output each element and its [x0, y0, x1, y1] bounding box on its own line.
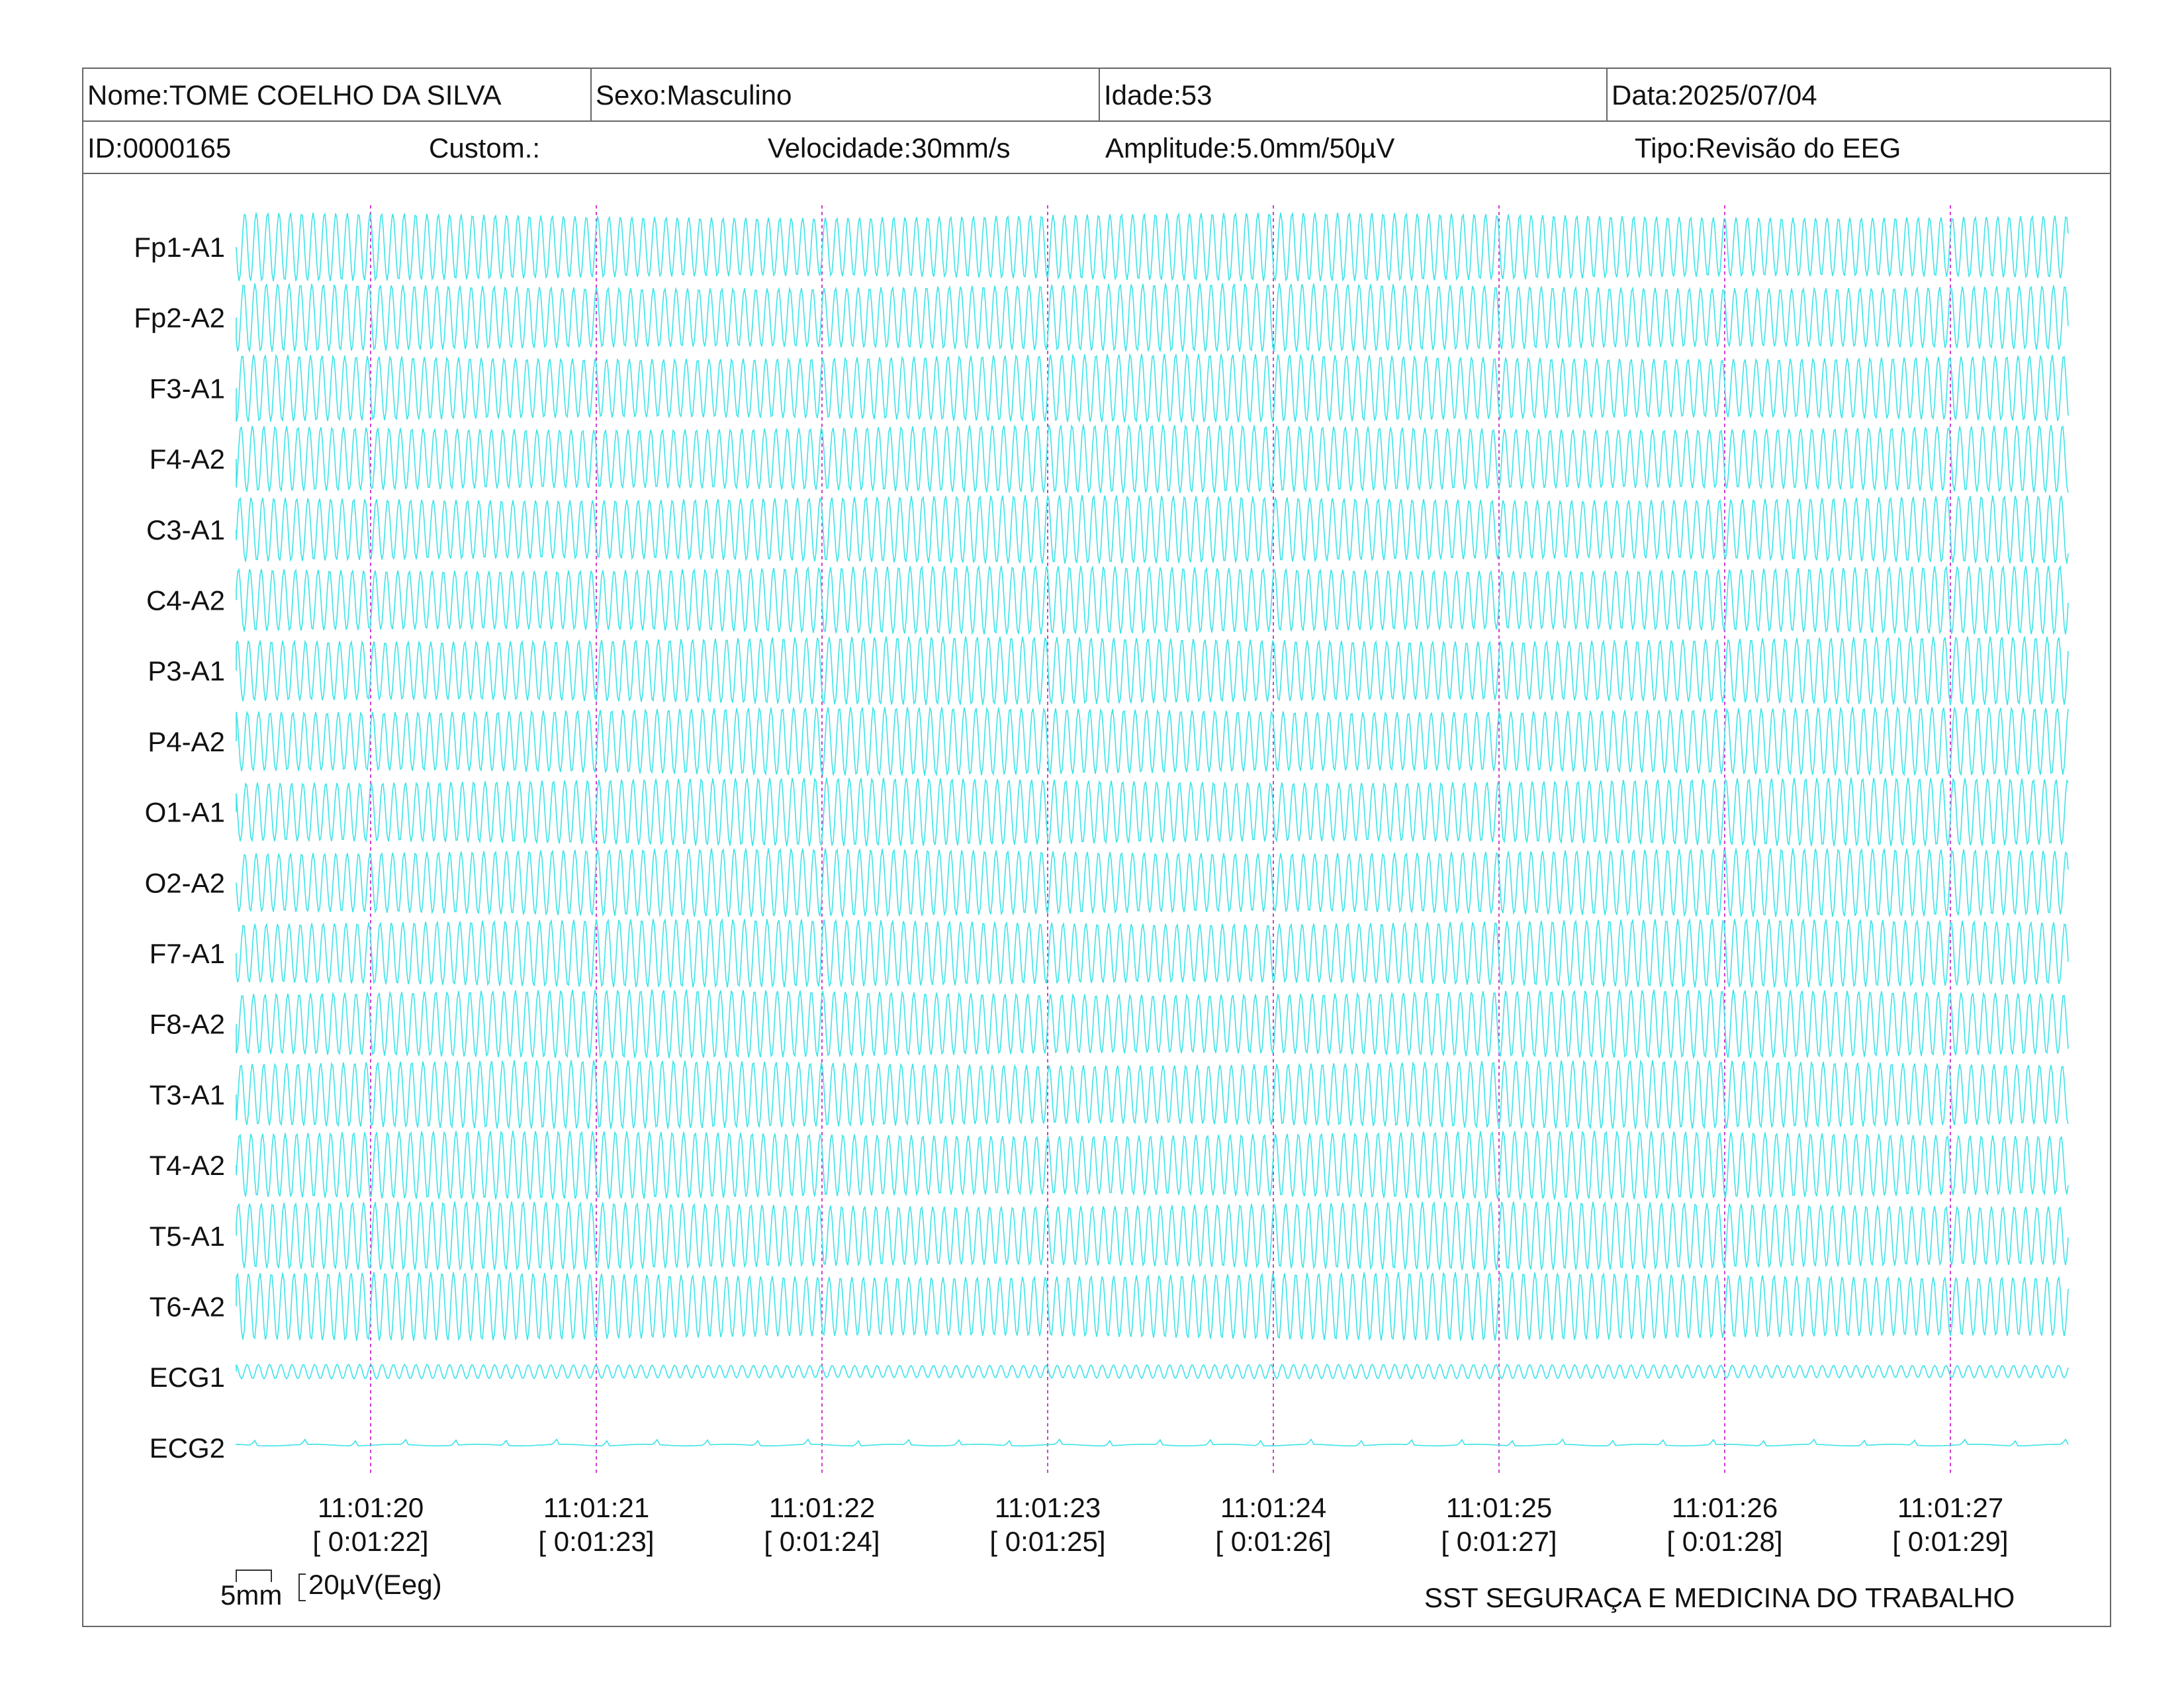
- channel-labels: Fp1-A1 Fp2-A2 F3-A1 F4-A2 C3-A1 C4-A2 P3-A1 P4-…: [134, 232, 225, 1464]
- channel-label: O1-A1: [145, 797, 225, 828]
- channel-trace: [236, 847, 2069, 918]
- channel-label: T6-A2: [150, 1291, 225, 1323]
- channel-label: C3-A1: [146, 514, 225, 545]
- exam-date: Data:2025/07/04: [1612, 79, 1817, 111]
- channel-label: P4-A2: [148, 726, 225, 757]
- channel-trace: [236, 917, 2069, 988]
- channel-trace: [236, 1131, 2069, 1199]
- header-row-recording: ID:0000165 Custom.: Velocidade:30mm/s Am…: [83, 122, 2110, 174]
- channel-label: F4-A2: [150, 444, 225, 475]
- channel-label: C4-A2: [146, 585, 225, 616]
- channel-trace: [236, 1438, 2069, 1447]
- channel-trace: [236, 636, 2069, 706]
- time-scale-bracket: [236, 1570, 272, 1582]
- channel-label: Fp1-A1: [134, 232, 225, 263]
- channel-trace: [236, 283, 2069, 352]
- tick-clock-label: 11:01:22: [769, 1492, 875, 1523]
- channel-trace: [236, 424, 2069, 494]
- recording-speed: Velocidade:30mm/s: [768, 132, 1011, 164]
- channel-label: O2-A2: [145, 867, 225, 898]
- report-frame: Nome:TOME COELHO DA SILVA Sexo:Masculino…: [82, 68, 2111, 1627]
- channel-label: Fp2-A2: [134, 303, 225, 334]
- tick-clock-label: 11:01:23: [995, 1492, 1101, 1523]
- tick-elapsed-label: [ 0:01:26]: [1215, 1526, 1331, 1557]
- channel-label: T5-A1: [150, 1221, 225, 1252]
- tick-clock-label: 11:01:26: [1672, 1492, 1778, 1523]
- channel-trace: [236, 989, 2069, 1058]
- tick-elapsed-label: [ 0:01:27]: [1441, 1526, 1557, 1557]
- tick-elapsed-label: [ 0:01:28]: [1666, 1526, 1782, 1557]
- voltage-scale-bracket: [298, 1573, 306, 1601]
- channel-label: F3-A1: [150, 373, 225, 404]
- channel-trace: [236, 494, 2069, 564]
- channel-label: T3-A1: [150, 1079, 225, 1110]
- channel-label: F8-A2: [150, 1009, 225, 1040]
- tick-elapsed-label: [ 0:01:24]: [764, 1526, 880, 1557]
- time-axis-labels: 11:01:20[ 0:01:22] 11:01:21[ 0:01:23] 11:0…: [312, 1492, 2008, 1557]
- custom-field: Custom.:: [429, 132, 541, 164]
- patient-name: Nome:TOME COELHO DA SILVA: [83, 69, 592, 120]
- channel-trace: [236, 1059, 2069, 1130]
- tick-elapsed-label: [ 0:01:25]: [989, 1526, 1105, 1557]
- channel-label: P3-A1: [148, 655, 225, 686]
- channel-trace: [236, 706, 2069, 776]
- tick-clock-label: 11:01:27: [1897, 1492, 2003, 1523]
- tick-clock-label: 11:01:25: [1446, 1492, 1552, 1523]
- channel-label: T4-A2: [150, 1150, 225, 1181]
- patient-sex: Sexo:Masculino: [592, 69, 1100, 120]
- tick-elapsed-label: [ 0:01:22]: [312, 1526, 428, 1557]
- patient-id: ID:0000165: [87, 132, 232, 164]
- header-row-patient: Nome:TOME COELHO DA SILVA Sexo:Masculino…: [83, 69, 2110, 122]
- channel-trace: [236, 777, 2069, 847]
- tick-clock-label: 11:01:24: [1220, 1492, 1326, 1523]
- channel-trace: [236, 1201, 2069, 1272]
- channel-trace: [236, 211, 2069, 283]
- exam-type: Tipo:Revisão do EEG: [1635, 132, 1901, 164]
- channel-label: ECG2: [150, 1432, 225, 1464]
- tick-elapsed-label: [ 0:01:29]: [1892, 1526, 2008, 1557]
- tick-clock-label: 11:01:20: [318, 1492, 424, 1523]
- channel-label: ECG1: [150, 1362, 225, 1393]
- time-scale-label: 5mm: [220, 1579, 282, 1611]
- patient-age: Idade:53: [1100, 69, 1608, 120]
- recording-amplitude: Amplitude:5.0mm/50µV: [1105, 132, 1395, 164]
- scale-bar: 5mm 20µV(Eeg): [220, 1569, 442, 1611]
- channel-trace: [236, 352, 2069, 424]
- organization-footer: SST SEGURAÇA E MEDICINA DO TRABALHO: [1424, 1582, 2015, 1613]
- channel-traces: [236, 211, 2069, 1447]
- voltage-scale-label: 20µV(Eeg): [308, 1569, 442, 1600]
- channel-label: F7-A1: [150, 938, 225, 969]
- channel-trace: [236, 1364, 2069, 1380]
- channel-trace: [236, 1272, 2069, 1341]
- tick-elapsed-label: [ 0:01:23]: [538, 1526, 654, 1557]
- tick-clock-label: 11:01:21: [543, 1492, 649, 1523]
- channel-trace: [236, 565, 2069, 635]
